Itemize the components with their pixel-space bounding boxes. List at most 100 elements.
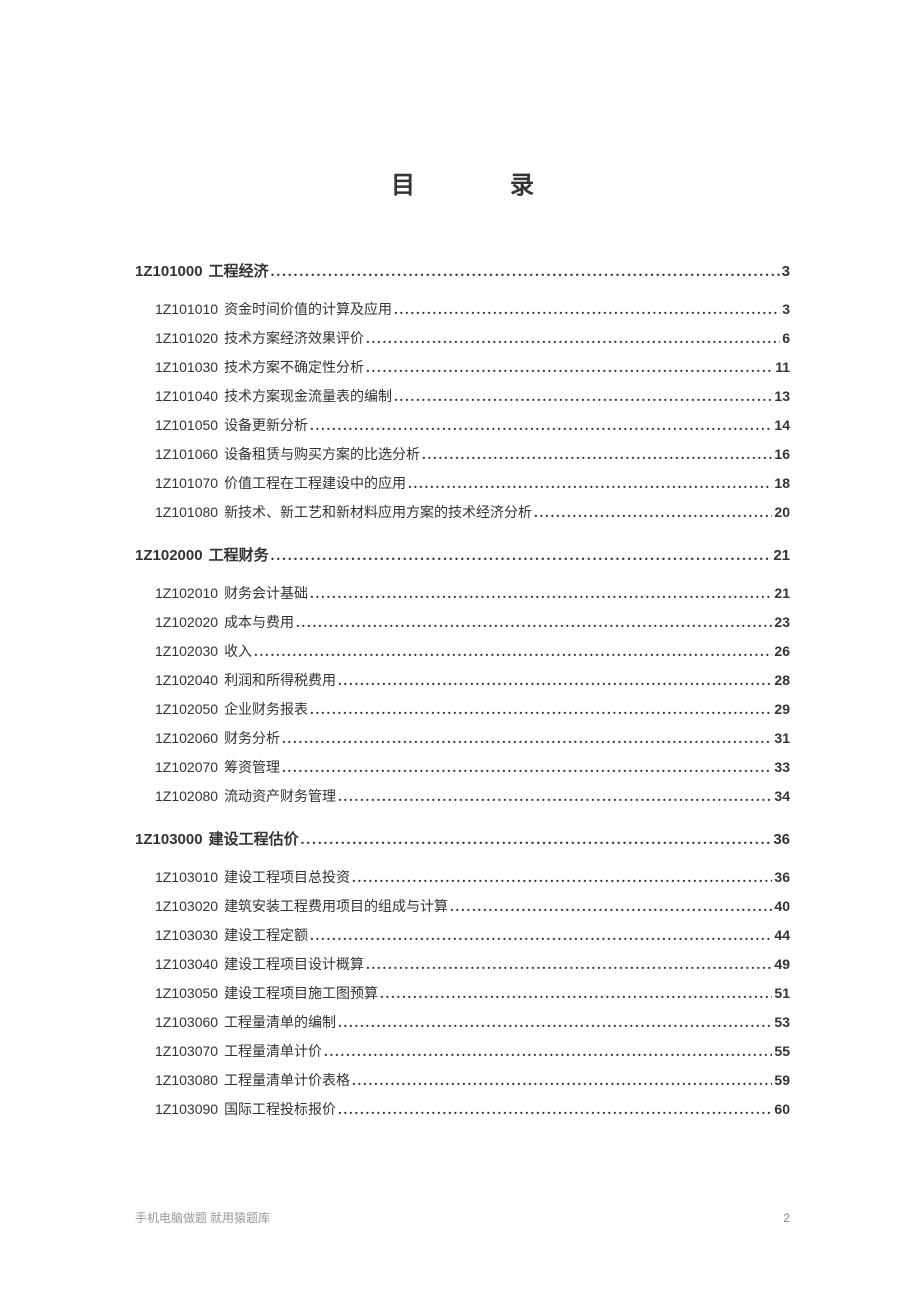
toc-item[interactable]: 1Z101070 价值工程在工程建设中的应用 18 <box>135 473 790 493</box>
toc-dots <box>380 987 772 1003</box>
toc-item[interactable]: 1Z102040利润和所得税费用28 <box>135 670 790 690</box>
toc-item-code: 1Z103030 <box>155 927 218 943</box>
toc-section: 1Z101000 工程经济3 1Z101010资金时间价值的计算及应用3 1Z101… <box>135 260 790 522</box>
page-title: 目 录 <box>135 165 790 200</box>
toc-item[interactable]: 1Z101020技术方案经济效果评价 6 <box>135 328 790 348</box>
toc-item-page: 55 <box>774 1043 790 1059</box>
toc-section-header[interactable]: 1Z101000 工程经济3 <box>135 260 790 281</box>
toc-item[interactable]: 1Z101060 设备租赁与购买方案的比选分析16 <box>135 444 790 464</box>
toc-item-page: 60 <box>774 1101 790 1117</box>
toc-item-code: 1Z101040 <box>155 388 218 404</box>
toc-item-page: 18 <box>774 475 790 491</box>
toc-item-label: 新技术、新工艺和新材料应用方案的技术经济分析 <box>224 502 532 522</box>
toc-section-header[interactable]: 1Z102000 工程财务21 <box>135 544 790 565</box>
toc-item-page: 36 <box>774 869 790 885</box>
toc-item-code: 1Z101070 <box>155 475 218 491</box>
toc-item-label: 工程量清单的编制 <box>224 1012 336 1032</box>
toc-item-code: 1Z103040 <box>155 956 218 972</box>
toc-item[interactable]: 1Z103040建设工程项目设计概算 49 <box>135 954 790 974</box>
toc-item[interactable]: 1Z102020 成本与费用 23 <box>135 612 790 632</box>
toc-item-label: 财务分析 <box>224 728 280 748</box>
toc-item-code: 1Z101080 <box>155 504 218 520</box>
toc-item[interactable]: 1Z103020建筑安装工程费用项目的组成与计算 40 <box>135 896 790 916</box>
toc-item-page: 16 <box>774 446 790 462</box>
toc-dots <box>366 361 773 377</box>
toc-item[interactable]: 1Z102080流动资产财务管理34 <box>135 786 790 806</box>
toc-item-code: 1Z102010 <box>155 585 218 601</box>
toc-item[interactable]: 1Z101010资金时间价值的计算及应用3 <box>135 299 790 319</box>
toc-item[interactable]: 1Z102010 财务会计基础 21 <box>135 583 790 603</box>
toc-item[interactable]: 1Z102070筹资管理33 <box>135 757 790 777</box>
toc-item-code: 1Z101030 <box>155 359 218 375</box>
toc-dots <box>338 1103 772 1119</box>
toc-item-code: 1Z103060 <box>155 1014 218 1030</box>
toc-item-code: 1Z101060 <box>155 446 218 462</box>
toc-item-code: 1Z101020 <box>155 330 218 346</box>
toc-item-page: 51 <box>774 985 790 1001</box>
toc-item-page: 23 <box>774 614 790 630</box>
toc-section-code: 1Z101000 <box>135 263 203 280</box>
toc-item-label: 成本与费用 <box>224 612 294 632</box>
toc-item[interactable]: 1Z102060 财务分析 31 <box>135 728 790 748</box>
toc-item[interactable]: 1Z101080 新技术、新工艺和新材料应用方案的技术经济分析 20 <box>135 502 790 522</box>
toc-item-label: 工程量清单计价表格 <box>224 1070 350 1090</box>
toc-dots <box>282 761 772 777</box>
toc-item-label: 建设工程项目设计概算 <box>224 954 364 974</box>
toc-item[interactable]: 1Z103010 建设工程项目总投资 36 <box>135 867 790 887</box>
toc-item-label: 技术方案不确定性分析 <box>224 357 364 377</box>
toc-section-header[interactable]: 1Z103000 建设工程估价 36 <box>135 828 790 849</box>
toc-item-code: 1Z103050 <box>155 985 218 1001</box>
toc-item-label: 企业财务报表 <box>224 699 308 719</box>
toc-dots <box>408 477 772 493</box>
toc-item-code: 1Z102030 <box>155 643 218 659</box>
toc-dots <box>338 674 772 690</box>
toc-item-label: 财务会计基础 <box>224 583 308 603</box>
toc-item-page: 40 <box>774 898 790 914</box>
toc-item[interactable]: 1Z103080工程量清单计价表格 59 <box>135 1070 790 1090</box>
toc-item[interactable]: 1Z103050 建设工程项目施工图预算 51 <box>135 983 790 1003</box>
toc-dots <box>352 871 772 887</box>
toc-item-page: 34 <box>774 788 790 804</box>
toc-item-label: 筹资管理 <box>224 757 280 777</box>
toc-item-label: 建设工程项目总投资 <box>224 867 350 887</box>
toc-item-page: 21 <box>774 585 790 601</box>
toc-item-label: 利润和所得税费用 <box>224 670 336 690</box>
toc-section-label: 建设工程估价 <box>209 828 299 849</box>
toc-item-page: 11 <box>775 359 790 375</box>
toc-item-code: 1Z102020 <box>155 614 218 630</box>
toc-item[interactable]: 1Z102050企业财务报表 29 <box>135 699 790 719</box>
toc-dots <box>301 832 772 849</box>
toc-dots <box>422 448 772 464</box>
toc-item-page: 20 <box>774 504 790 520</box>
toc-item[interactable]: 1Z103060工程量清单的编制53 <box>135 1012 790 1032</box>
toc-dots <box>282 732 772 748</box>
toc-item-label: 建设工程项目施工图预算 <box>224 983 378 1003</box>
toc-item-label: 设备更新分析 <box>224 415 308 435</box>
toc-item-code: 1Z103090 <box>155 1101 218 1117</box>
toc-dots <box>366 958 772 974</box>
toc-dots <box>324 1045 772 1061</box>
toc-dots <box>310 419 772 435</box>
toc-item[interactable]: 1Z103090国际工程投标报价60 <box>135 1099 790 1119</box>
toc-item-label: 建筑安装工程费用项目的组成与计算 <box>224 896 448 916</box>
toc-item[interactable]: 1Z101030 技术方案不确定性分析 11 <box>135 357 790 377</box>
toc-item[interactable]: 1Z103030 建设工程定额44 <box>135 925 790 945</box>
toc-item[interactable]: 1Z103070工程量清单计价55 <box>135 1041 790 1061</box>
toc-dots <box>394 303 780 319</box>
toc-dots <box>271 548 772 565</box>
page-footer: 手机电脑做题 就用猿题库 2 <box>135 1209 790 1226</box>
toc-item[interactable]: 1Z101050 设备更新分析14 <box>135 415 790 435</box>
toc-dots <box>450 900 772 916</box>
toc-dots <box>310 703 772 719</box>
toc-item-code: 1Z102080 <box>155 788 218 804</box>
toc-item[interactable]: 1Z102030收入 26 <box>135 641 790 661</box>
title-char-1: 目 <box>391 165 415 200</box>
toc-section-code: 1Z103000 <box>135 831 203 848</box>
toc-item[interactable]: 1Z101040 技术方案现金流量表的编制13 <box>135 386 790 406</box>
title-char-2: 录 <box>510 165 534 200</box>
toc-dots <box>271 264 780 281</box>
toc-dots <box>366 332 780 348</box>
toc-item-code: 1Z102040 <box>155 672 218 688</box>
toc-section-code: 1Z102000 <box>135 547 203 564</box>
toc-dots <box>310 587 772 603</box>
